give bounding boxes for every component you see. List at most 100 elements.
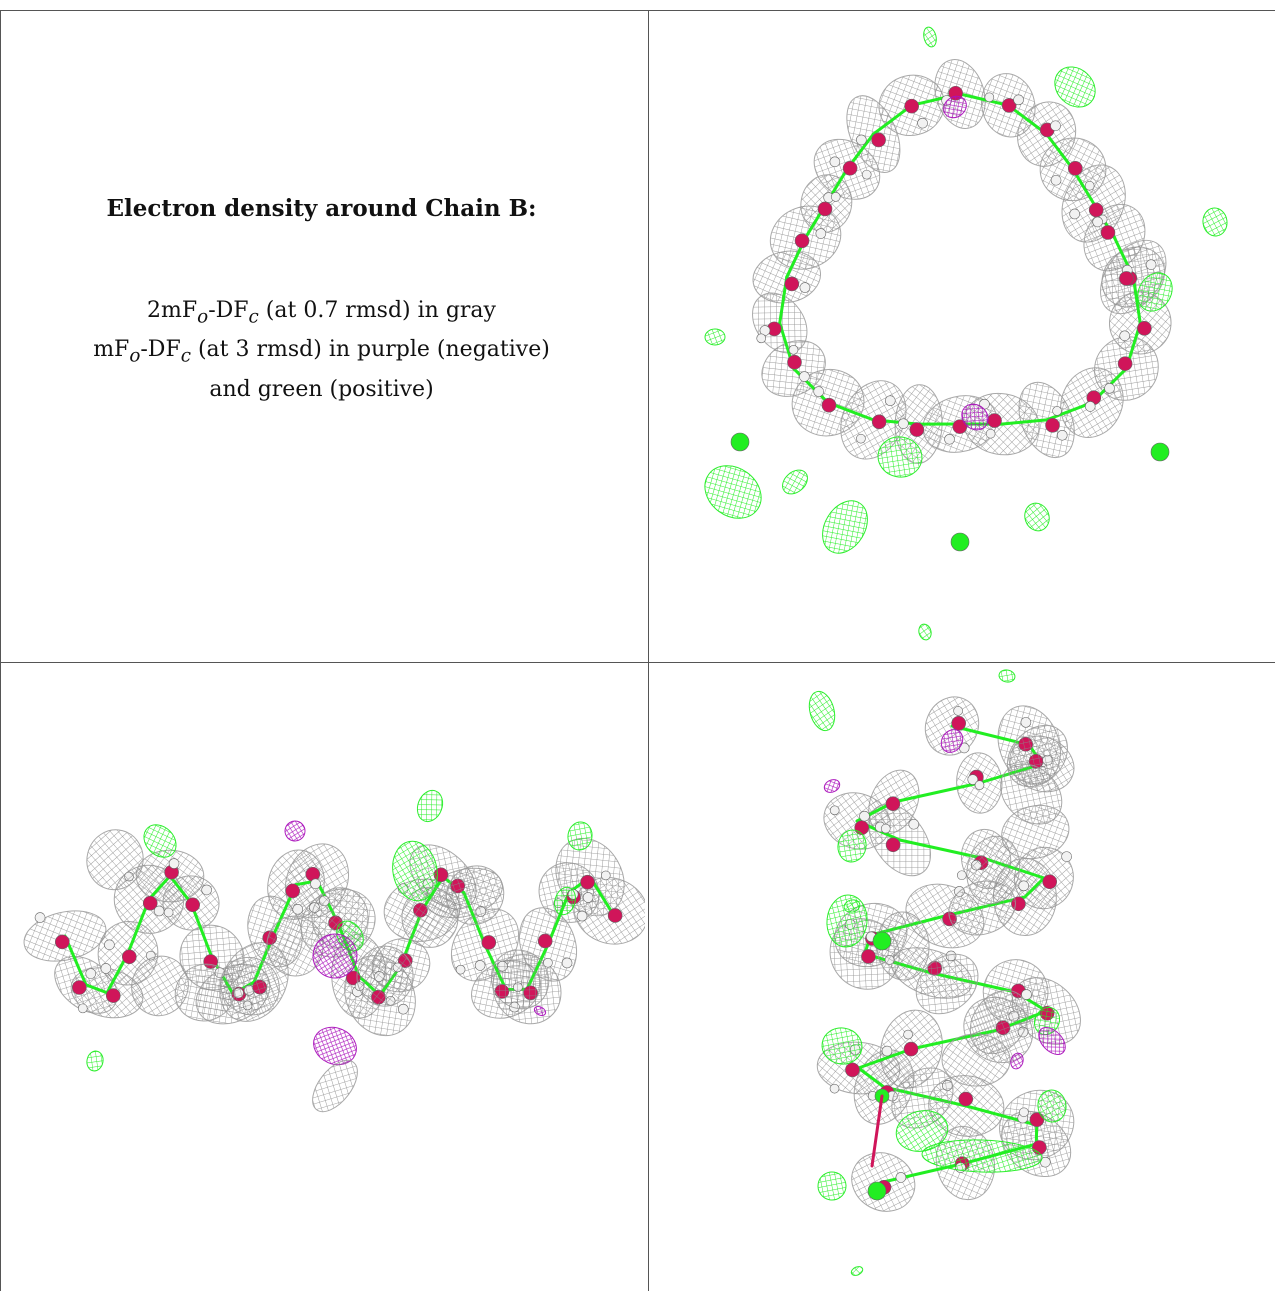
green-density-blob <box>923 26 937 48</box>
hydrogen-atom <box>1052 406 1062 416</box>
hydrogen-atom <box>168 858 180 869</box>
green-density-blob <box>998 669 1016 683</box>
top-border <box>0 10 1275 11</box>
purple-density-blob <box>943 95 967 119</box>
hydrogen-atom <box>77 1003 88 1014</box>
hydrogen-atom <box>830 192 841 202</box>
green-density-blob <box>1024 502 1050 532</box>
hydrogen-atom <box>1018 880 1030 892</box>
hydrogen-atom <box>1050 174 1062 186</box>
oxygen-atom <box>1088 202 1104 218</box>
green-density-blob <box>704 465 762 519</box>
hydrogen-atom <box>1104 383 1115 394</box>
carbon-atom <box>867 1181 887 1201</box>
carbon-atom <box>950 532 970 552</box>
green-density-blob <box>850 1266 864 1276</box>
bond-stick <box>870 1094 884 1168</box>
hydrogen-atom <box>1056 430 1068 441</box>
carbon-atom <box>730 432 750 452</box>
hydrogen-atom <box>859 810 870 822</box>
density-panel-bottom-left <box>5 666 645 1288</box>
density-panel-bottom-right <box>652 666 1272 1288</box>
gray-density-blob <box>445 865 505 925</box>
oxygen-atom <box>903 1041 919 1057</box>
oxygen-atom <box>1029 1112 1045 1127</box>
hydrogen-atom <box>474 960 486 971</box>
caption-cell: Electron density around Chain B: 2mFo-DF… <box>14 195 629 406</box>
green-density-blob <box>843 899 861 913</box>
bond-stick <box>892 781 981 804</box>
oxygen-atom <box>951 716 966 731</box>
hydrogen-atom <box>974 780 985 790</box>
hydrogen-atom <box>1020 717 1032 728</box>
hydrogen-atom <box>582 892 594 903</box>
gray-density-blob <box>220 956 280 1016</box>
bond-stick <box>1045 401 1094 422</box>
bond-stick <box>792 367 830 405</box>
hydrogen-atom <box>1145 259 1157 270</box>
gray-density-blob <box>312 1059 358 1113</box>
hydrogen-atom <box>861 169 872 180</box>
oxygen-atom <box>1001 98 1017 113</box>
green-density-blob <box>86 1050 104 1072</box>
oxygen-atom <box>817 201 833 217</box>
oxygen-atom <box>1100 225 1116 240</box>
hydrogen-atom <box>576 910 588 922</box>
middle-horizontal-line <box>0 662 1275 663</box>
bond-stick <box>871 103 914 136</box>
hydrogen-atom <box>829 156 841 168</box>
purple-density-blob <box>284 820 306 842</box>
bond-stick <box>147 874 172 901</box>
green-density-blob <box>782 469 808 495</box>
green-density-blob <box>1054 66 1096 108</box>
bond-stick <box>999 418 1049 426</box>
carbon-atom <box>872 931 892 951</box>
hydrogen-atom <box>1061 851 1072 862</box>
helix-axial-render <box>704 26 1228 641</box>
oxygen-atom <box>105 988 121 1003</box>
oxygen-atom <box>958 1091 974 1107</box>
bond-stick <box>1131 275 1142 325</box>
oxygen-atom <box>1042 874 1058 890</box>
hydrogen-atom <box>34 912 46 923</box>
green-density-blob <box>143 824 177 858</box>
oxygen-atom <box>885 837 901 853</box>
hydrogen-atom <box>561 957 573 969</box>
hydrogen-atom <box>1013 94 1024 106</box>
hydrogen-atom <box>788 345 799 355</box>
green-density-blob <box>416 789 444 823</box>
bond-stick <box>857 1047 913 1070</box>
hydrogen-atom <box>895 1172 907 1183</box>
gray-density-blob <box>356 945 414 1007</box>
oxygen-atom <box>607 908 623 923</box>
carbon-atom <box>1150 442 1170 462</box>
green-density-blob <box>837 829 867 863</box>
oxygen-atom <box>952 419 968 434</box>
purple-density-blob <box>312 933 358 979</box>
green-density-blob <box>921 1139 1043 1173</box>
hydrogen-atom <box>953 706 963 716</box>
hydrogen-atom <box>856 433 866 444</box>
oxygen-atom <box>904 98 919 114</box>
oxygen-atom <box>842 160 858 176</box>
oxygen-atom <box>784 276 800 292</box>
bond-stick <box>1023 876 1046 899</box>
hydrogen-atom <box>104 939 115 951</box>
oxygen-atom <box>1117 356 1133 371</box>
hydrogen-atom <box>1019 1107 1029 1118</box>
bond-stick <box>84 983 109 995</box>
helix-side-vertical-render <box>808 669 1081 1276</box>
left-border <box>0 10 1 1291</box>
oxygen-atom <box>580 874 595 890</box>
hydrogen-atom <box>1021 989 1032 1000</box>
purple-density-blob <box>823 779 841 793</box>
oxygen-atom <box>481 935 497 950</box>
green-density-blob <box>567 821 593 851</box>
oxygen-atom <box>142 895 158 911</box>
oxygen-atom <box>121 949 137 965</box>
hydrogen-atom <box>829 1083 840 1094</box>
oxygen-atom <box>871 414 887 430</box>
hydrogen-atom <box>984 92 995 103</box>
hydrogen-atom <box>813 386 824 397</box>
